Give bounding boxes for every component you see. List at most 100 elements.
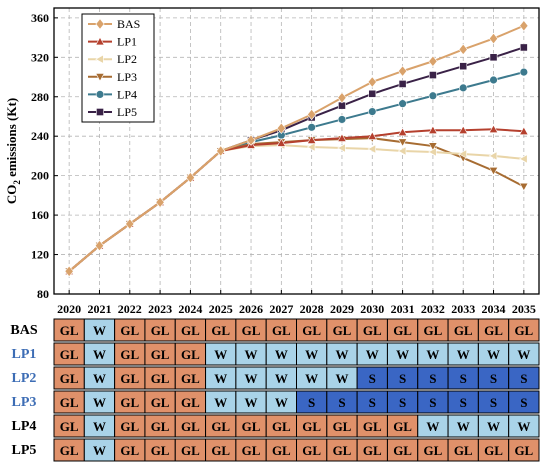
data-point-BAS: [367, 76, 377, 88]
legend-label: LP1: [117, 35, 137, 49]
data-point-LP5: [519, 43, 528, 52]
y-tick-label: 80: [37, 287, 49, 301]
table-cell-text: W: [275, 395, 288, 410]
y-tick-label: 120: [31, 248, 49, 262]
y-tick-label: 200: [31, 169, 49, 183]
series-layer: [64, 20, 529, 277]
y-axis: 80 120 160 200 240 280 320 360: [31, 11, 58, 301]
table-cell: [508, 390, 540, 414]
data-point-BAS: [337, 92, 347, 104]
data-point-BAS: [246, 134, 256, 146]
y-tick-label: 160: [31, 208, 49, 222]
table-cell-text: S: [399, 371, 406, 386]
table-cell-text: GL: [363, 419, 382, 434]
data-point-LP2: [337, 143, 346, 153]
table-cell: [508, 342, 540, 366]
y-tick-label: 240: [31, 129, 49, 143]
data-point-BAS: [216, 145, 226, 157]
data-point-LP2: [488, 151, 498, 161]
x-tick-label: 2025: [209, 302, 233, 316]
table-cell-text: W: [366, 347, 379, 362]
table-cell-text: W: [457, 347, 470, 362]
series-LP1: [64, 124, 529, 275]
table-cell-text: GL: [60, 419, 79, 434]
table-cell-text: W: [305, 371, 318, 386]
table-cell-text: GL: [181, 419, 200, 434]
x-tick-label: 2032: [421, 302, 445, 316]
table-cell-text: GL: [151, 347, 170, 362]
table-cell-text: GL: [514, 323, 533, 338]
legend-marker: [95, 36, 105, 46]
table-cell-text: W: [93, 323, 106, 338]
data-point-BAS: [428, 55, 438, 67]
x-tick-label: 2031: [391, 302, 415, 316]
table-cell-text: S: [429, 395, 436, 410]
row-label: LP3: [12, 395, 37, 410]
table-cell-text: GL: [454, 443, 473, 458]
data-point-LP4: [398, 99, 407, 108]
data-point-LP4: [337, 115, 347, 124]
legend-marker: [96, 108, 104, 116]
table-cell-text: S: [369, 395, 376, 410]
table-cell-text: GL: [120, 419, 139, 434]
y-tick-label: 320: [31, 50, 49, 64]
data-point-LP2: [397, 146, 407, 156]
table-cell-text: W: [426, 419, 439, 434]
table-cell-text: GL: [151, 443, 170, 458]
table-cell-text: GL: [181, 371, 200, 386]
table-cell-text: GL: [272, 419, 291, 434]
table-cell-text: W: [305, 347, 318, 362]
table-cell-text: S: [399, 395, 406, 410]
legend-marker: [95, 73, 105, 82]
table-cell-text: GL: [120, 347, 139, 362]
table-cell-text: GL: [333, 323, 352, 338]
row-label: LP2: [12, 371, 37, 386]
x-tick-label: 2021: [87, 302, 111, 316]
series-LP2: [64, 140, 528, 277]
table-cell-text: W: [245, 395, 258, 410]
table-cell-text: GL: [393, 323, 412, 338]
data-point-LP4: [459, 83, 468, 93]
data-point-LP1: [306, 135, 317, 144]
table-cell: [508, 366, 540, 390]
data-point-BAS: [488, 32, 499, 45]
table-cell-text: GL: [120, 395, 139, 410]
strategy-table: BAS GL W GL GL GL GL GL GL GL GL GL GL GL GL GL GL LP1 GL W…: [10, 318, 540, 462]
table-cell-text: GL: [151, 371, 170, 386]
data-point-BAS: [125, 218, 135, 230]
table-cell-text: GL: [272, 443, 291, 458]
legend: BAS LP1 LP2 LP3 LP4 LP5: [81, 13, 155, 123]
data-point-LP3: [519, 182, 529, 192]
table-cell-text: GL: [120, 323, 139, 338]
row-label: LP5: [12, 443, 37, 458]
table-cell-text: GL: [484, 323, 503, 338]
table-cell-text: W: [245, 371, 258, 386]
table-cell-text: GL: [211, 323, 230, 338]
data-point-LP5: [429, 71, 437, 79]
legend-label: LP5: [117, 105, 137, 119]
data-point-LP3: [397, 138, 408, 147]
legend-entry-BAS: BAS: [88, 17, 140, 31]
series-line-LP3: [68, 137, 525, 273]
data-point-LP4: [307, 123, 316, 132]
table-cell-text: W: [335, 371, 348, 386]
table-cell-text: S: [460, 371, 467, 386]
legend-entry-LP1: LP1: [88, 35, 137, 49]
table-cell-text: GL: [393, 443, 412, 458]
legend-label: BAS: [117, 17, 140, 31]
data-point-BAS: [307, 108, 317, 121]
plot-frame: [53, 7, 540, 295]
x-tick-label: 2028: [300, 302, 324, 316]
table-cell-text: W: [517, 419, 530, 434]
data-point-LP5: [489, 53, 498, 62]
data-point-BAS: [185, 171, 195, 184]
table-cell-text: S: [520, 371, 527, 386]
table-cell-text: W: [487, 347, 500, 362]
table-cell-text: GL: [484, 443, 503, 458]
legend-marker: [95, 18, 105, 30]
x-tick-label: 2030: [360, 302, 384, 316]
table-cell-text: W: [93, 371, 106, 386]
table-cell-text: W: [214, 395, 227, 410]
data-point-BAS: [276, 122, 286, 134]
table-cell-text: GL: [242, 419, 261, 434]
